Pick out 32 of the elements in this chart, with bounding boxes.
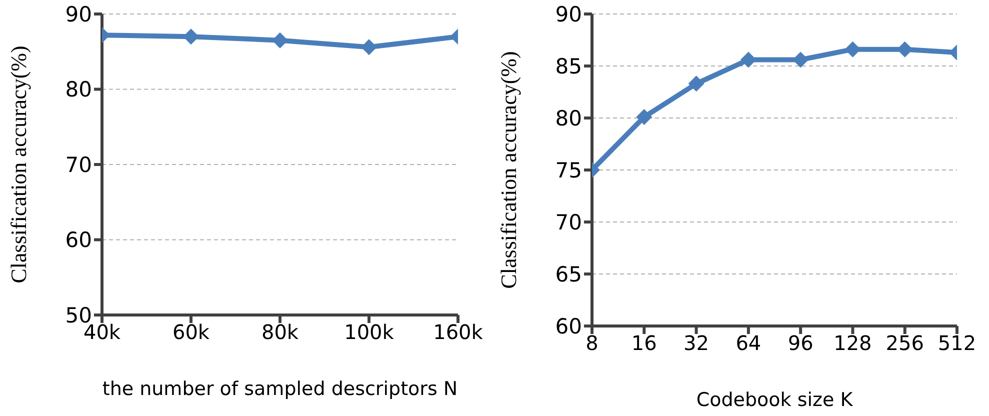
y-tick-label: 90 (555, 2, 582, 26)
point (636, 108, 652, 125)
x-tick-label: 128 (834, 331, 872, 356)
y-tick-label: 65 (555, 262, 582, 286)
x-axis-title: the number of sampled descriptors N (102, 378, 458, 400)
y-axis-title: Classification accuracy(%) (496, 51, 521, 289)
point (272, 32, 288, 48)
x-tick-label: 16 (631, 331, 657, 356)
x-tick-label: 512 (938, 331, 976, 356)
y-tick-label: 75 (555, 158, 582, 182)
y-tick-label: 60 (555, 314, 582, 338)
x-tick-label: 64 (736, 331, 762, 356)
x-tick-label: 256 (886, 331, 924, 356)
x-tick-label: 160k (433, 320, 484, 344)
x-tick-label: 32 (684, 331, 710, 356)
point (792, 52, 809, 68)
y-tick-label: 90 (65, 2, 92, 26)
x-tick-label: 80k (261, 320, 299, 344)
point (688, 76, 704, 92)
y-tick-label: 70 (65, 152, 92, 177)
y-tick-label: 70 (555, 210, 582, 234)
y-tick-label: 80 (65, 78, 92, 102)
x-tick-label: 96 (788, 331, 814, 356)
x-axis-title: Codebook size K (696, 389, 854, 411)
y-tick-label: 80 (555, 106, 582, 130)
x-tick-label: 60k (172, 320, 210, 344)
x-tick-label: 8 (586, 331, 598, 356)
point (740, 52, 756, 68)
y-axis-title: Classification accuracy(%) (6, 46, 31, 284)
y-tick-label: 60 (65, 228, 92, 252)
y-tick-label: 85 (555, 54, 582, 78)
x-tick-label: 100k (344, 320, 394, 344)
